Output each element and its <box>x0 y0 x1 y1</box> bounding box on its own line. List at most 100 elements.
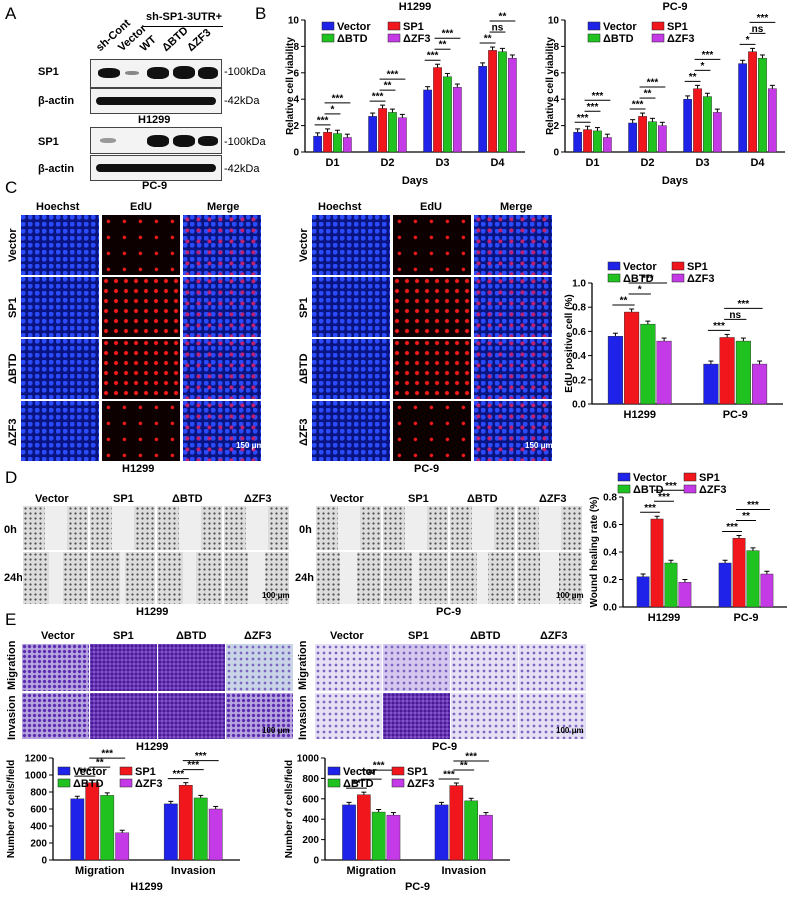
invasion-image <box>157 692 226 740</box>
y-tick-label: 6 <box>293 68 299 79</box>
wound-image <box>516 505 583 551</box>
cell-line-label: PC-9 <box>436 606 462 618</box>
merge-image <box>473 276 553 338</box>
hoechst-image <box>311 338 391 400</box>
significance-label: *** <box>443 769 455 780</box>
merge-image <box>473 400 553 462</box>
panel-label-e: E <box>5 610 17 629</box>
column-header: Vector <box>330 493 364 505</box>
chart-title: H1299 <box>399 1 431 13</box>
blot-strip <box>90 127 222 154</box>
y-tick-label: 1.0 <box>572 279 586 290</box>
column-header: SP1 <box>113 630 134 642</box>
bar <box>703 363 719 405</box>
bar <box>636 576 650 608</box>
bar <box>479 814 493 861</box>
chart-title: PC-9 <box>662 1 687 13</box>
x-tick-label: D1 <box>325 157 339 169</box>
blot-size-label: -42kDa <box>224 95 260 107</box>
column-header: Hoechst <box>318 201 362 213</box>
cell-line-label: PC-9 <box>414 463 440 475</box>
y-axis-title: EdU positive cell (%) <box>564 294 575 392</box>
significance-label: *** <box>373 761 385 772</box>
x-tick-label: Invasion <box>441 865 486 877</box>
merge-image <box>182 338 262 400</box>
significance-label: * <box>331 104 335 115</box>
wound-image <box>516 551 583 605</box>
wound-image <box>156 551 223 605</box>
blot-size-label: -42kDa <box>224 163 260 175</box>
y-tick-label: 0.6 <box>603 520 617 531</box>
significance-label: *** <box>577 113 589 124</box>
x-tick-label: D3 <box>435 157 449 169</box>
invasion-image <box>225 692 294 740</box>
panel-label-d: D <box>5 468 18 487</box>
significance-label: ** <box>384 81 392 92</box>
legend-label: SP1 <box>407 766 428 778</box>
column-header: EdU <box>130 201 152 213</box>
significance-label: * <box>701 61 705 72</box>
legend-label: Vector <box>73 766 107 778</box>
migration-image <box>21 643 90 692</box>
legend-label: SP1 <box>699 472 720 484</box>
significance-label: ** <box>620 296 628 307</box>
y-tick-label: 400 <box>30 822 47 833</box>
significance-label: *** <box>195 751 207 762</box>
blot-protein-label: SP1 <box>38 66 59 78</box>
y-tick-label: 6 <box>553 68 559 79</box>
y-tick-label: 600 <box>302 794 319 805</box>
y-tick-label: 2 <box>553 121 559 132</box>
bar <box>313 135 323 153</box>
significance-label: ** <box>439 40 447 51</box>
bar <box>333 133 342 153</box>
bar <box>70 798 85 861</box>
bar <box>498 51 507 153</box>
legend-label: SP1 <box>667 21 688 33</box>
significance-label: ** <box>367 770 375 781</box>
bar <box>752 363 768 405</box>
bar <box>464 800 478 861</box>
significance-label: ** <box>742 511 750 522</box>
x-axis-title: Days <box>662 175 688 187</box>
merge-image <box>473 214 553 276</box>
bar <box>443 76 452 153</box>
bar <box>640 323 656 405</box>
edu-image <box>101 400 181 462</box>
bar <box>603 137 612 153</box>
wound-image <box>449 505 516 551</box>
bar <box>678 582 692 608</box>
bar <box>664 562 678 608</box>
scale-bar-label: 150 μm <box>525 441 553 450</box>
row-label: 24h <box>295 572 314 584</box>
bar <box>488 50 497 153</box>
significance-label: * <box>638 285 642 296</box>
legend-swatch <box>671 273 685 283</box>
blot-strip <box>90 59 222 88</box>
legend-label: Vector <box>633 472 667 484</box>
x-tick-label: Migration <box>347 865 397 877</box>
bar <box>368 116 378 153</box>
row-label: 0h <box>299 524 312 536</box>
hoechst-image <box>20 214 100 276</box>
significance-label: ** <box>353 779 361 790</box>
blot-header: sh-SP1-3UTR+ <box>146 11 223 23</box>
migration-image <box>157 643 226 692</box>
y-tick-label: 4 <box>293 95 299 106</box>
column-header: Vector <box>35 493 69 505</box>
significance-label: ns <box>492 23 504 34</box>
bar <box>343 137 352 153</box>
bar <box>398 117 407 153</box>
hoechst-image <box>20 276 100 338</box>
hoechst-image <box>311 276 391 338</box>
migration-image <box>450 643 519 692</box>
merge-image <box>182 276 262 338</box>
panel-label-b: B <box>255 4 267 23</box>
y-tick-label: 0.6 <box>572 327 586 338</box>
y-tick-label: 200 <box>302 835 319 846</box>
significance-label: *** <box>427 51 439 62</box>
bar <box>163 803 178 861</box>
significance-label: *** <box>713 321 725 332</box>
column-header: EdU <box>420 201 442 213</box>
invasion-image <box>89 692 158 740</box>
bar <box>193 797 208 861</box>
